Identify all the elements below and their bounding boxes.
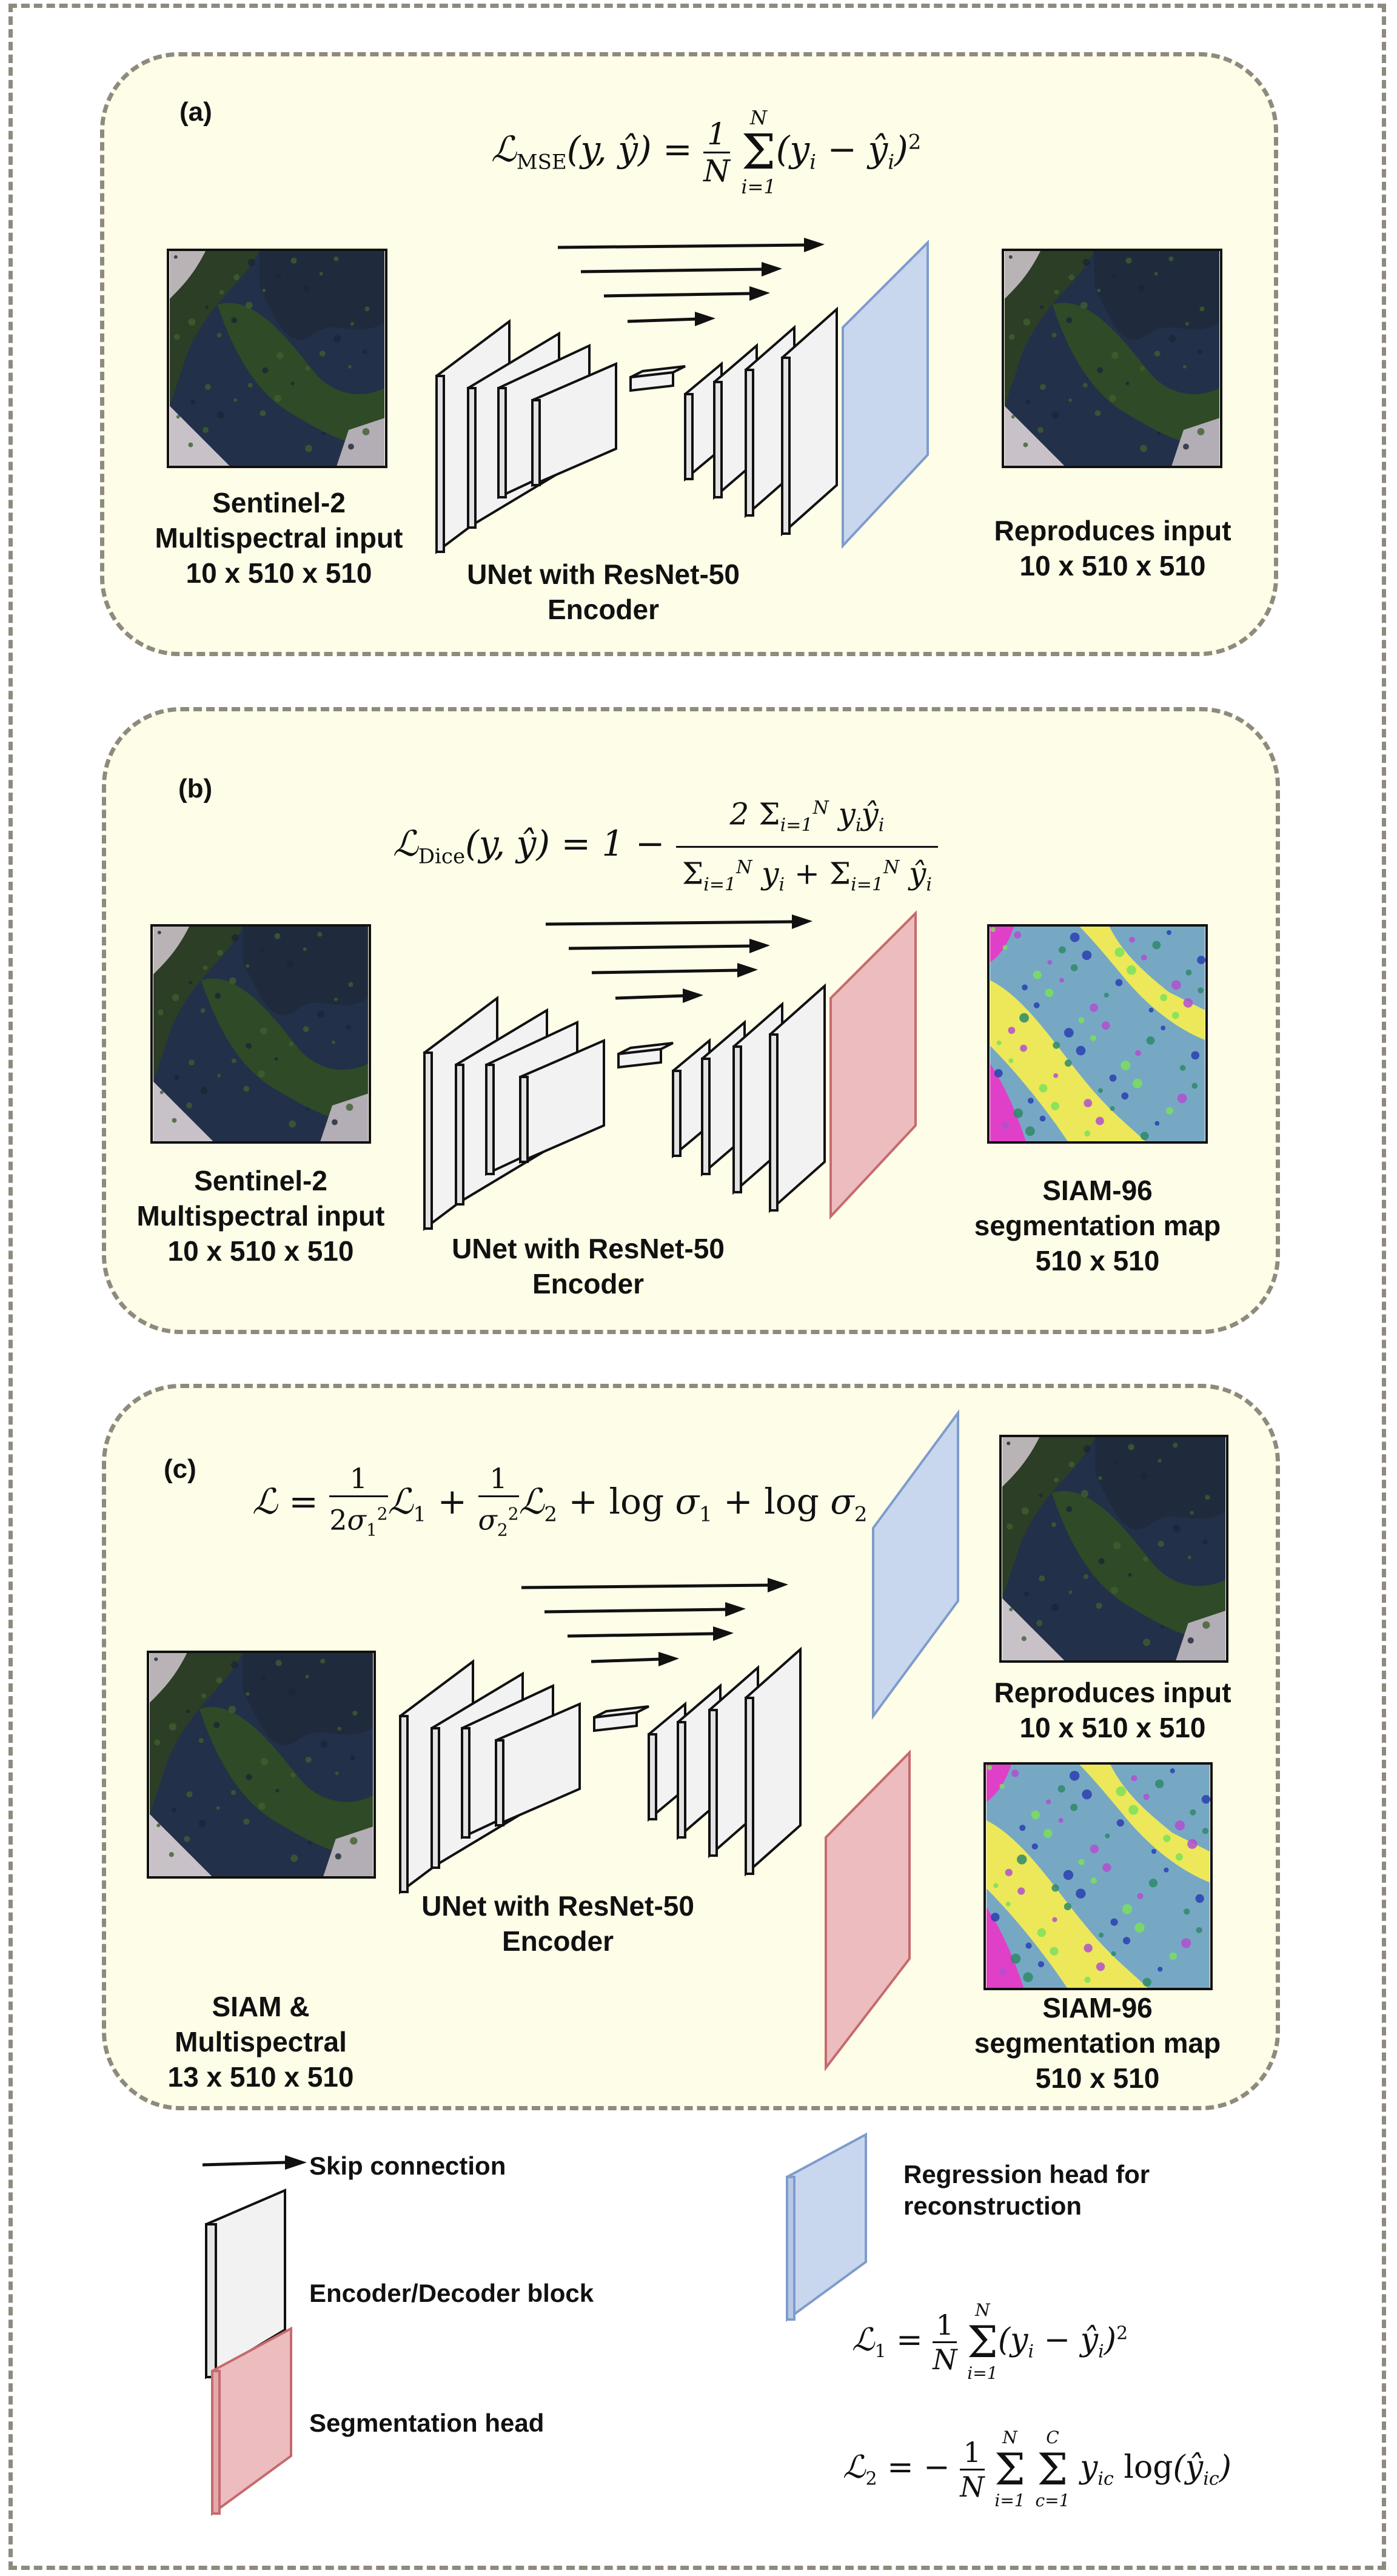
decoder-block-1 (684, 361, 723, 482)
encoder-block-4 (495, 1702, 581, 1828)
skip-arrow-2 (544, 1602, 746, 1617)
regression-head-shape (842, 240, 929, 549)
panel-a-input-caption: Sentinel-2 Multispectral input 10 x 510 … (155, 487, 403, 589)
skip-arrow-2 (580, 262, 782, 277)
skip-arrow-3 (591, 963, 758, 978)
decoder-block-4 (781, 306, 838, 537)
regression-head-shape (872, 1409, 959, 1720)
skip-arrow-1 (557, 238, 825, 252)
bottleneck-block (617, 1042, 674, 1069)
panel-a-net-caption: UNet with ResNet-50 Encoder (467, 558, 740, 625)
skip-arrow-3 (567, 1626, 734, 1641)
decoder-block-4 (745, 1646, 802, 1877)
encoder-block-4 (531, 361, 617, 488)
panel-c-input-image (147, 1651, 376, 1879)
panel-b-net-caption: UNet with ResNet-50 Encoder (452, 1233, 725, 1300)
panel-c-equation: ℒ = 1 2σ12 ℒ1 + 1 σ22 ℒ2 + log σ1 + log σ2 (252, 1461, 868, 1548)
skip-arrow-1 (521, 1578, 788, 1592)
panel-c-regression-head (872, 1409, 959, 1720)
encoder-block-4 (519, 1038, 605, 1164)
figure-frame (8, 4, 1386, 2570)
panel-c-input-caption: SIAM & Multispectral 13 x 510 x 510 (167, 1991, 354, 2093)
legend-skip-label: Skip connection (309, 2152, 506, 2180)
dice-loss-formula: ℒDice(y, ŷ) = 1 − 2 Σi=1N yiŷi Σi=1N yi +… (393, 797, 938, 895)
segmentation-head-shape (829, 910, 917, 1220)
panel-b-unet (423, 910, 917, 1231)
panel-b-segmentation-image (987, 924, 1208, 1144)
legend-skip-arrow-icon (202, 2155, 307, 2170)
panel-a-output-image (1002, 249, 1222, 468)
panel-c-label: (c) (164, 1454, 196, 1484)
panel-b-equation: ℒDice(y, ŷ) = 1 − 2 Σi=1N yiŷi Σi=1N yi +… (393, 788, 938, 905)
panel-a-label: (a) (179, 97, 212, 127)
panel-c-unet (399, 1578, 802, 1894)
panel-c-net-caption: UNet with ResNet-50 Encoder (421, 1890, 694, 1957)
panel-a-unet (435, 238, 929, 554)
legend-regression-label: Regression head for reconstruction (903, 2160, 1150, 2220)
skip-arrow-1 (545, 914, 812, 929)
panel-a-output-caption: Reproduces input 10 x 510 x 510 (994, 515, 1231, 582)
skip-arrow-4 (627, 312, 715, 326)
decoder-block-1 (648, 1701, 686, 1822)
decoder-block-4 (769, 983, 826, 1213)
skip-arrow-2 (568, 939, 770, 953)
panel-b-input-caption: Sentinel-2 Multispectral input 10 x 510 … (136, 1165, 385, 1267)
panel-c-output1-caption: Reproduces input 10 x 510 x 510 (994, 1677, 1231, 1743)
legend-block-label: Encoder/Decoder block (309, 2279, 594, 2307)
skip-arrow-4 (591, 1652, 679, 1666)
segmentation-head-shape (825, 1749, 911, 2071)
panel-b-output-caption: SIAM-96 segmentation map 510 x 510 (974, 1175, 1221, 1276)
panel-c-segmentation-head (825, 1749, 911, 2071)
panel-c-output2-caption: SIAM-96 segmentation map 510 x 510 (974, 1992, 1221, 2094)
panel-b-label: (b) (178, 774, 213, 803)
panel-c-segmentation-image (983, 1762, 1213, 1990)
bottleneck-block (593, 1705, 649, 1732)
legend-segmentation-icon (211, 2326, 292, 2516)
panel-c-output-image (999, 1435, 1228, 1663)
bottleneck-block (629, 365, 686, 392)
skip-arrow-4 (615, 988, 703, 1003)
panel-b-input-image (150, 924, 371, 1144)
legend-regression-icon (786, 2132, 867, 2322)
skip-arrow-3 (603, 286, 770, 301)
panel-a-input-image (167, 249, 387, 468)
legend-segmentation-label: Segmentation head (309, 2409, 544, 2437)
multitask-loss-formula: ℒ = 1 2σ12 ℒ1 + 1 σ22 ℒ2 + log σ1 + log σ2 (252, 1462, 868, 1540)
